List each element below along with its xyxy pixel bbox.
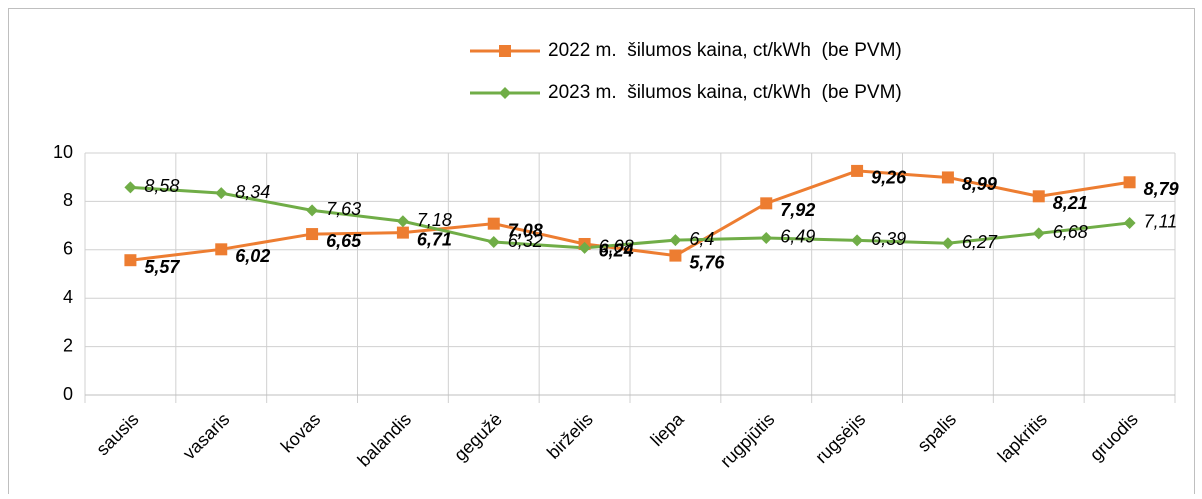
marker bbox=[396, 215, 409, 228]
data-label: 6,49 bbox=[780, 227, 815, 247]
marker bbox=[941, 171, 954, 184]
y-tick-label: 8 bbox=[63, 190, 73, 210]
marker bbox=[851, 234, 864, 247]
marker bbox=[669, 234, 682, 247]
marker bbox=[1123, 176, 1136, 189]
marker bbox=[487, 236, 500, 249]
marker bbox=[215, 187, 228, 200]
marker bbox=[306, 204, 319, 217]
data-label: 6,65 bbox=[326, 231, 362, 251]
marker bbox=[499, 45, 511, 57]
data-label: 5,57 bbox=[144, 257, 180, 277]
data-label: 6,39 bbox=[871, 229, 906, 249]
series-line bbox=[130, 169, 1130, 262]
data-label: 6,4 bbox=[689, 229, 714, 249]
legend-label: 2022 m. šilumos kaina, ct/kWh (be PVM) bbox=[548, 40, 902, 61]
data-label: 7,92 bbox=[780, 200, 815, 220]
data-label: 8,79 bbox=[1144, 179, 1179, 199]
data-label: 6,27 bbox=[962, 232, 998, 252]
marker bbox=[1032, 227, 1045, 240]
legend-label: 2023 m. šilumos kaina, ct/kWh (be PVM) bbox=[548, 82, 902, 103]
data-label: 9,26 bbox=[871, 168, 907, 188]
data-label: 7,63 bbox=[326, 199, 361, 219]
data-label: 6,24 bbox=[599, 241, 634, 261]
data-label: 7,08 bbox=[508, 220, 543, 240]
marker bbox=[487, 217, 500, 230]
marker bbox=[669, 249, 682, 262]
marker bbox=[124, 254, 137, 267]
marker bbox=[499, 87, 511, 99]
data-label: 8,21 bbox=[1053, 193, 1088, 213]
marker bbox=[124, 181, 137, 194]
marker bbox=[760, 231, 773, 244]
marker bbox=[215, 243, 228, 256]
marker bbox=[306, 228, 319, 241]
data-label: 6,68 bbox=[1053, 222, 1088, 242]
y-tick-label: 6 bbox=[63, 239, 73, 259]
data-label: 6,71 bbox=[417, 229, 452, 249]
data-label: 8,34 bbox=[235, 182, 270, 202]
marker bbox=[851, 164, 864, 177]
marker bbox=[1123, 216, 1136, 229]
y-tick-label: 2 bbox=[63, 335, 73, 355]
marker bbox=[578, 241, 591, 254]
data-label: 5,76 bbox=[689, 252, 725, 272]
marker bbox=[760, 197, 773, 210]
y-tick-label: 10 bbox=[53, 142, 73, 162]
data-label: 6,32 bbox=[508, 231, 543, 251]
data-label: 6,02 bbox=[235, 246, 270, 266]
data-label: 6,08 bbox=[599, 237, 634, 257]
data-label: 8,99 bbox=[962, 174, 997, 194]
marker bbox=[1032, 190, 1045, 203]
data-label: 7,11 bbox=[1144, 212, 1178, 232]
y-tick-label: 0 bbox=[63, 384, 73, 404]
series-line bbox=[130, 185, 1130, 250]
marker bbox=[396, 226, 409, 239]
data-label: 7,18 bbox=[417, 210, 452, 230]
data-label: 8,58 bbox=[144, 176, 179, 196]
y-tick-label: 4 bbox=[63, 287, 73, 307]
marker bbox=[941, 237, 954, 250]
chart-border bbox=[8, 8, 1195, 499]
